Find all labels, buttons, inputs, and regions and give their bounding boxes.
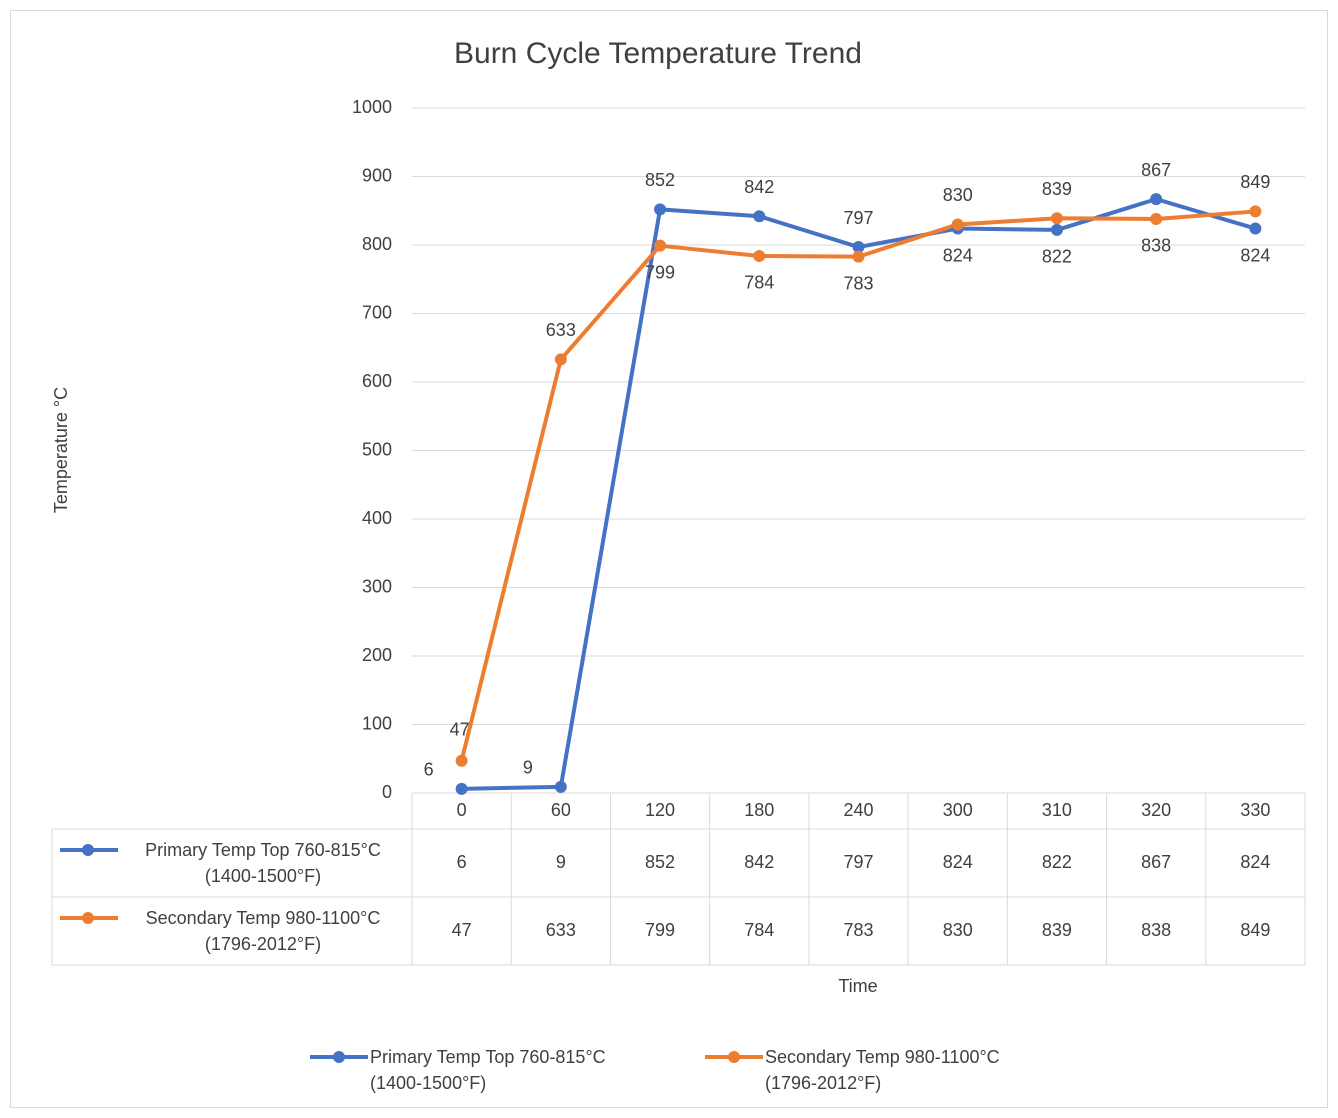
- legend-label: Primary Temp Top 760-815°C (1400-1500°F): [370, 1047, 606, 1093]
- point: [852, 250, 865, 263]
- point: [554, 353, 567, 366]
- data-label: 824: [1240, 245, 1270, 265]
- y-tick-label: 400: [362, 508, 392, 528]
- table-cell: 849: [1240, 920, 1270, 940]
- x-tick-label: 60: [551, 800, 571, 820]
- data-label: 852: [645, 170, 675, 190]
- y-tick-label: 200: [362, 645, 392, 665]
- x-tick-label: 240: [843, 800, 873, 820]
- table-series-name: Primary Temp Top 760-815°C (1400-1500°F): [145, 840, 381, 886]
- point: [1249, 205, 1262, 218]
- table-cell: 47: [452, 920, 472, 940]
- data-label: 783: [843, 273, 873, 293]
- table-cell: 838: [1141, 920, 1171, 940]
- chart-title: Burn Cycle Temperature Trend: [454, 37, 862, 70]
- table-cell: 9: [556, 852, 566, 872]
- y-tick-label: 1000: [352, 97, 392, 117]
- x-tick-label: 120: [645, 800, 675, 820]
- point: [753, 210, 766, 223]
- x-axis-label: Time: [838, 976, 877, 996]
- chart-border: [10, 10, 1328, 1108]
- y-tick-label: 600: [362, 371, 392, 391]
- data-label: 633: [546, 320, 576, 340]
- data-label: 824: [943, 245, 973, 265]
- data-label: 830: [943, 185, 973, 205]
- data-label: 839: [1042, 179, 1072, 199]
- point: [852, 241, 865, 254]
- y-tick-label: 800: [362, 234, 392, 254]
- x-tick-label: 310: [1042, 800, 1072, 820]
- data-label: 849: [1240, 172, 1270, 192]
- point: [455, 782, 468, 795]
- data-label: 797: [843, 208, 873, 228]
- data-label: 822: [1042, 247, 1072, 267]
- table-cell: 783: [843, 920, 873, 940]
- y-tick-label: 100: [362, 713, 392, 733]
- data-label: 6: [424, 760, 434, 780]
- data-label: 838: [1141, 236, 1171, 256]
- data-label: 784: [744, 273, 774, 293]
- point: [951, 218, 964, 231]
- table-cell: 852: [645, 852, 675, 872]
- x-tick-label: 180: [744, 800, 774, 820]
- legend-label: Secondary Temp 980-1100°C (1796-2012°F): [765, 1047, 1000, 1093]
- table-series-name: Secondary Temp 980-1100°C (1796-2012°F): [145, 908, 381, 954]
- point: [455, 754, 468, 767]
- table-cell: 824: [943, 852, 973, 872]
- y-tick-label: 700: [362, 302, 392, 322]
- point: [1150, 193, 1163, 206]
- point: [554, 780, 567, 793]
- data-label: 9: [523, 758, 533, 778]
- y-tick-label: 300: [362, 576, 392, 596]
- point: [1050, 223, 1063, 236]
- y-tick-label: 900: [362, 165, 392, 185]
- table-cell: 6: [457, 852, 467, 872]
- table-cell: 799: [645, 920, 675, 940]
- point: [1050, 212, 1063, 225]
- point: [1249, 222, 1262, 235]
- data-label: 842: [744, 177, 774, 197]
- y-axis-label: Temperature °C: [51, 387, 71, 513]
- data-label: 867: [1141, 160, 1171, 180]
- x-tick-label: 330: [1240, 800, 1270, 820]
- legend-marker: [333, 1051, 345, 1063]
- table-cell: 842: [744, 852, 774, 872]
- table-cell: 830: [943, 920, 973, 940]
- point: [654, 203, 667, 216]
- x-tick-label: 320: [1141, 800, 1171, 820]
- data-label: 799: [645, 262, 675, 282]
- point: [654, 239, 667, 252]
- y-tick-label: 500: [362, 439, 392, 459]
- table-legend-marker: [82, 912, 94, 924]
- table-cell: 839: [1042, 920, 1072, 940]
- data-label: 47: [450, 720, 470, 740]
- table-cell: 822: [1042, 852, 1072, 872]
- table-cell: 867: [1141, 852, 1171, 872]
- x-tick-label: 0: [457, 800, 467, 820]
- table-legend-marker: [82, 844, 94, 856]
- table-cell: 784: [744, 920, 774, 940]
- legend-marker: [728, 1051, 740, 1063]
- y-tick-label: 0: [382, 782, 392, 802]
- table-cell: 797: [843, 852, 873, 872]
- table-cell: 824: [1240, 852, 1270, 872]
- point: [753, 249, 766, 262]
- table-cell: 633: [546, 920, 576, 940]
- point: [1150, 212, 1163, 225]
- x-tick-label: 300: [943, 800, 973, 820]
